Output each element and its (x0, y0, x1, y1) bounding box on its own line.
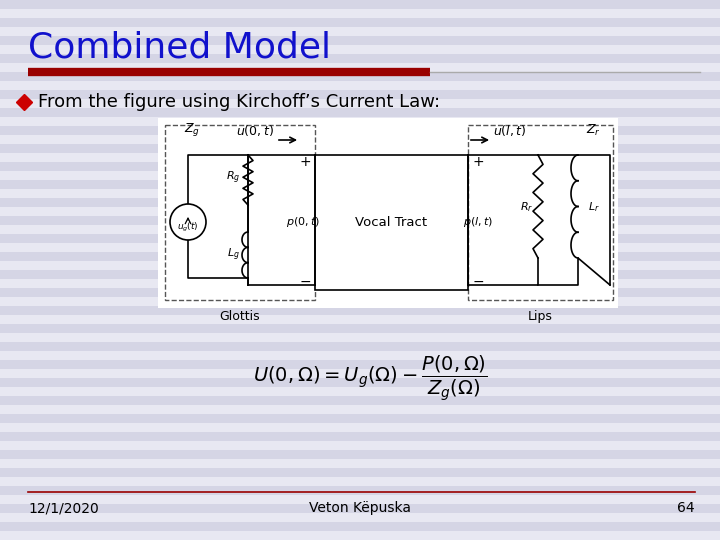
Bar (0, 198, 720, 207)
Bar (0, 252, 720, 261)
Bar (0, 189, 720, 198)
Bar (0, 207, 720, 216)
Text: Veton Këpuska: Veton Këpuska (309, 501, 411, 515)
Text: −: − (300, 275, 311, 289)
Bar (0, 144, 720, 153)
Text: From the figure using Kirchoff’s Current Law:: From the figure using Kirchoff’s Current… (38, 93, 440, 111)
Bar (0, 342, 720, 351)
Text: Lips: Lips (528, 310, 553, 323)
Bar (0, 36, 720, 45)
Bar (0, 18, 720, 27)
Bar (0, 225, 720, 234)
Bar (0, 72, 720, 81)
Text: Vocal Tract: Vocal Tract (356, 216, 428, 229)
Text: $R_r$: $R_r$ (520, 200, 533, 214)
Bar (0, 495, 720, 504)
Bar (0, 270, 720, 279)
Bar (0, 441, 720, 450)
Bar (0, 396, 720, 405)
Bar (0, 234, 720, 243)
Bar (0, 9, 720, 18)
Bar (0, 81, 720, 90)
Bar (0, 423, 720, 432)
Text: $Z_r$: $Z_r$ (585, 123, 600, 138)
Bar (0, 108, 720, 117)
Text: $L_r$: $L_r$ (588, 200, 600, 214)
Bar (0, 135, 720, 144)
Bar (0, 117, 720, 126)
Bar (0, 432, 720, 441)
Bar (0, 324, 720, 333)
Text: $u(0, t)$: $u(0, t)$ (236, 123, 274, 138)
Text: −: − (472, 275, 484, 289)
Text: Glottis: Glottis (220, 310, 261, 323)
Bar (158, 118, 618, 308)
Bar (0, 315, 720, 324)
Bar (0, 0, 720, 9)
Bar (0, 351, 720, 360)
Text: $U(0,\Omega)=U_g(\Omega)-\dfrac{P(0,\Omega)}{Z_g(\Omega)}$: $U(0,\Omega)=U_g(\Omega)-\dfrac{P(0,\Ome… (253, 353, 487, 403)
Bar (0, 63, 720, 72)
Bar (0, 486, 720, 495)
Text: $u_g(t)$: $u_g(t)$ (177, 220, 199, 233)
Text: 64: 64 (678, 501, 695, 515)
Bar (0, 531, 720, 540)
Bar (0, 171, 720, 180)
Bar (0, 126, 720, 135)
Bar (0, 279, 720, 288)
Bar (0, 45, 720, 54)
Bar (0, 297, 720, 306)
Bar (0, 54, 720, 63)
Text: Combined Model: Combined Model (28, 31, 331, 65)
Bar (0, 513, 720, 522)
Bar (0, 468, 720, 477)
Bar (0, 450, 720, 459)
Bar (315, 155, 468, 290)
Bar (0, 288, 720, 297)
Bar (0, 261, 720, 270)
Bar (468, 125, 613, 300)
Bar (0, 414, 720, 423)
Bar (0, 180, 720, 189)
Text: 12/1/2020: 12/1/2020 (28, 501, 99, 515)
Bar (0, 27, 720, 36)
Bar (0, 369, 720, 378)
Bar (0, 405, 720, 414)
Bar (0, 162, 720, 171)
Bar (0, 459, 720, 468)
Circle shape (170, 204, 206, 240)
Bar (0, 153, 720, 162)
Bar (0, 477, 720, 486)
Text: $R_g$: $R_g$ (225, 170, 240, 186)
Text: $p(0, t)$: $p(0, t)$ (286, 215, 320, 229)
Bar (0, 504, 720, 513)
Bar (0, 90, 720, 99)
Bar (0, 387, 720, 396)
Bar (0, 333, 720, 342)
Text: $p(l, t)$: $p(l, t)$ (463, 215, 493, 229)
Bar (0, 378, 720, 387)
Text: +: + (300, 155, 311, 169)
Bar (0, 522, 720, 531)
Bar (0, 216, 720, 225)
Bar (0, 99, 720, 108)
Bar (0, 306, 720, 315)
Bar (0, 243, 720, 252)
Text: $Z_g$: $Z_g$ (184, 122, 200, 138)
Bar (165, 125, 315, 300)
Text: +: + (472, 155, 484, 169)
Bar (0, 360, 720, 369)
Text: $L_g$: $L_g$ (228, 247, 240, 263)
Text: $u(l, t)$: $u(l, t)$ (493, 123, 527, 138)
